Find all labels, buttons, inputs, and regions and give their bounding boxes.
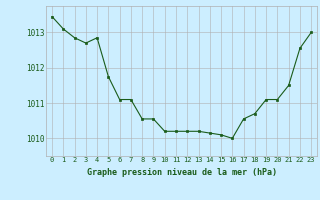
- X-axis label: Graphe pression niveau de la mer (hPa): Graphe pression niveau de la mer (hPa): [87, 168, 276, 177]
